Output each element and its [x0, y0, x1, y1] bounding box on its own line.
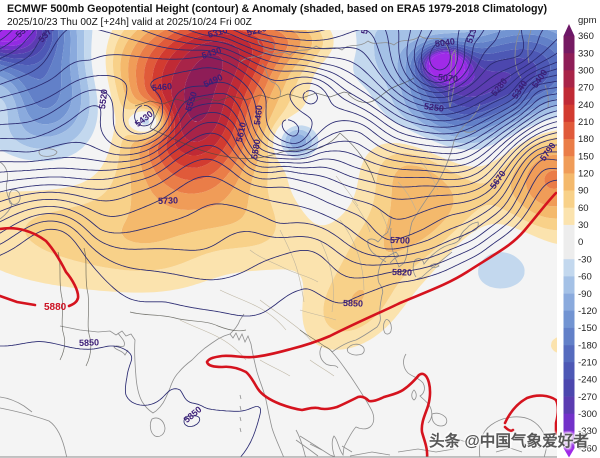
svg-text:gpm: gpm — [578, 15, 597, 26]
svg-text:240: 240 — [578, 100, 594, 111]
svg-text:-210: -210 — [578, 357, 597, 368]
svg-text:-300: -300 — [578, 409, 597, 420]
svg-text:5040: 5040 — [434, 36, 455, 49]
svg-text:-60: -60 — [578, 272, 592, 283]
svg-text:5610: 5610 — [234, 121, 248, 143]
svg-text:-240: -240 — [578, 375, 597, 386]
svg-text:120: 120 — [578, 169, 594, 180]
svg-text:30: 30 — [578, 220, 589, 231]
svg-text:5880: 5880 — [44, 302, 67, 313]
svg-text:-180: -180 — [578, 340, 597, 351]
svg-text:60: 60 — [578, 203, 589, 214]
svg-text:5820: 5820 — [392, 267, 412, 278]
svg-text:5730: 5730 — [158, 195, 178, 206]
svg-text:5850: 5850 — [343, 298, 363, 309]
svg-text:5310: 5310 — [14, 19, 36, 40]
svg-text:0: 0 — [578, 237, 583, 248]
svg-text:5220: 5220 — [359, 13, 372, 34]
svg-text:210: 210 — [578, 117, 594, 128]
svg-text:-120: -120 — [578, 306, 597, 317]
svg-text:5460: 5460 — [252, 105, 264, 126]
svg-text:270: 270 — [578, 83, 594, 94]
svg-text:5220: 5220 — [246, 23, 268, 38]
svg-text:-270: -270 — [578, 392, 597, 403]
svg-text:5700: 5700 — [390, 235, 410, 246]
svg-text:5520: 5520 — [97, 89, 109, 110]
svg-text:-30: -30 — [578, 254, 592, 265]
svg-text:5250: 5250 — [423, 101, 444, 114]
svg-text:-360: -360 — [578, 443, 597, 454]
svg-text:5070: 5070 — [437, 72, 458, 84]
svg-text:360: 360 — [578, 31, 594, 42]
svg-text:300: 300 — [578, 66, 594, 77]
svg-text:5850: 5850 — [79, 337, 99, 348]
svg-text:-90: -90 — [578, 289, 592, 300]
svg-text:5580: 5580 — [249, 138, 262, 159]
svg-text:-330: -330 — [578, 426, 597, 437]
svg-text:-150: -150 — [578, 323, 597, 334]
svg-text:90: 90 — [578, 186, 589, 197]
svg-text:150: 150 — [578, 151, 594, 162]
svg-text:5460: 5460 — [152, 81, 173, 93]
svg-text:180: 180 — [578, 134, 594, 145]
svg-text:5310: 5310 — [207, 25, 229, 40]
svg-text:330: 330 — [578, 48, 594, 59]
